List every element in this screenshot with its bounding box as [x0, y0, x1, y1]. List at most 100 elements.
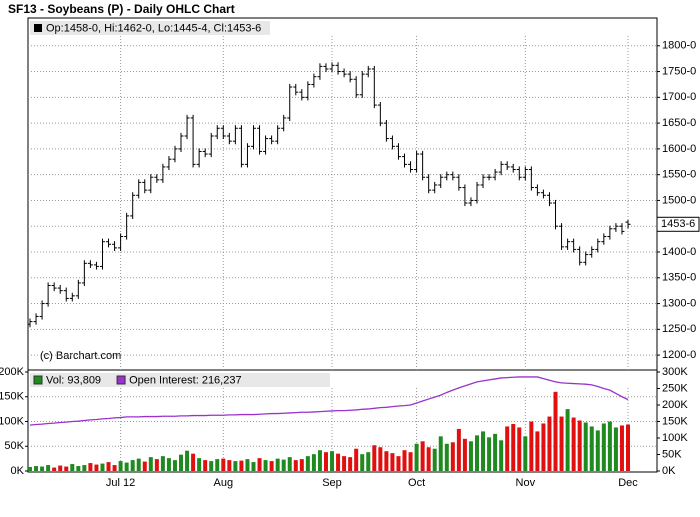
volume-bar: [336, 453, 341, 471]
volume-bar: [130, 460, 135, 471]
volume-bar: [626, 424, 630, 471]
volume-bar: [82, 465, 87, 471]
x-tick-label: Nov: [516, 477, 536, 489]
y2-tick-label: 150K: [662, 415, 688, 427]
volume-bar: [239, 460, 244, 471]
volume-bar: [583, 422, 588, 471]
volume-bar: [559, 416, 564, 471]
volume-bar: [366, 452, 371, 471]
y-tick-label: 1650-0: [662, 117, 696, 129]
volume-bar: [517, 427, 522, 471]
y2-tick-label: 100K: [662, 432, 688, 444]
volume-bar: [197, 458, 202, 471]
y-tick-label: 1600-0: [662, 143, 696, 155]
volume-bar: [64, 466, 69, 471]
volume-bar: [553, 391, 558, 471]
volume-bar: [354, 448, 359, 471]
volume-bar: [293, 460, 298, 471]
volume-bar: [34, 466, 39, 471]
volume-bar: [372, 445, 377, 471]
volume-bar: [511, 423, 516, 471]
volume-bar: [106, 462, 111, 471]
legend-label: Vol: 93,809: [46, 374, 101, 386]
volume-bar: [52, 467, 57, 471]
y-tick-label: 1200-0: [662, 349, 696, 361]
volume-bar: [456, 428, 461, 471]
volume-bar: [179, 454, 184, 471]
last-price-tag: [656, 216, 700, 232]
y-tick-label: 150K: [0, 391, 25, 403]
volume-bar: [112, 465, 117, 471]
ohlc-header-box: [30, 21, 270, 35]
volume-bar: [613, 427, 618, 471]
volume-bar: [535, 431, 540, 471]
volume-bar: [203, 460, 208, 471]
volume-bar: [58, 465, 63, 471]
volume-bar: [414, 443, 419, 471]
volume-bar: [275, 458, 280, 471]
volume-bar: [172, 460, 177, 471]
volume-bar: [499, 440, 504, 471]
volume-bar: [166, 458, 171, 471]
y-tick-label: 1700-0: [662, 91, 696, 103]
legend-swatch: [116, 375, 126, 385]
volume-bar: [305, 456, 310, 471]
x-tick-label: Dec: [618, 477, 638, 489]
volume-bar: [94, 464, 99, 471]
volume-bar: [402, 450, 407, 471]
volume-bar: [221, 458, 226, 471]
ohlc-label: Op:1458-0, Hi:1462-0, Lo:1445-4, Cl:1453…: [46, 22, 261, 34]
volume-bar: [287, 457, 292, 471]
volume-bar: [541, 423, 546, 471]
volume-bar: [299, 459, 304, 471]
volume-bar: [481, 431, 486, 471]
volume-bar: [577, 420, 582, 471]
ohlc-swatch: [34, 24, 42, 32]
open-interest-line: [29, 376, 629, 426]
y2-tick-label: 300K: [662, 366, 688, 378]
y2-tick-label: 200K: [662, 399, 688, 411]
watermark: (c) Barchart.com: [40, 350, 121, 362]
volume-bar: [565, 409, 570, 471]
volume-bar: [438, 436, 443, 471]
volume-bar: [209, 461, 214, 471]
volume-bar: [76, 466, 81, 471]
volume-bar: [493, 433, 498, 471]
volume-bar: [100, 463, 105, 471]
y-tick-label: 1400-0: [662, 246, 696, 258]
volume-bar: [142, 461, 147, 471]
volume-bar: [444, 443, 449, 471]
y2-tick-label: 50K: [662, 448, 682, 460]
volume-bar: [70, 464, 75, 471]
volume-bar: [408, 452, 413, 471]
volume-bar: [215, 459, 220, 471]
volume-bar: [348, 457, 353, 471]
x-tick-label: Oct: [408, 477, 425, 489]
volume-bar: [547, 416, 552, 471]
volume-bar: [390, 453, 395, 471]
volume-bar: [269, 461, 274, 471]
y-tick-label: 1800-0: [662, 40, 696, 52]
volume-bar: [384, 451, 389, 471]
y-tick-label: 1300-0: [662, 297, 696, 309]
volume-bar: [251, 462, 256, 471]
volume-bar: [233, 461, 238, 471]
volume-bar: [474, 435, 479, 471]
volume-bar: [342, 456, 347, 471]
y2-tick-label: 250K: [662, 382, 688, 394]
y-tick-label: 1750-0: [662, 65, 696, 77]
legend-label: Open Interest: 216,237: [129, 374, 242, 386]
volume-bar: [185, 450, 190, 471]
volume-bar: [450, 442, 455, 471]
volume-bar: [88, 463, 93, 471]
volume-bar: [257, 458, 262, 471]
volume-bar: [160, 456, 165, 471]
volume-bar: [523, 436, 528, 471]
volume-bar: [311, 454, 316, 471]
volume-bar: [118, 461, 123, 471]
volume-bar: [589, 426, 594, 471]
volume-bar: [426, 447, 431, 471]
volume-bar: [420, 441, 425, 471]
volume-bar: [317, 450, 322, 471]
volume-bar: [505, 426, 510, 471]
